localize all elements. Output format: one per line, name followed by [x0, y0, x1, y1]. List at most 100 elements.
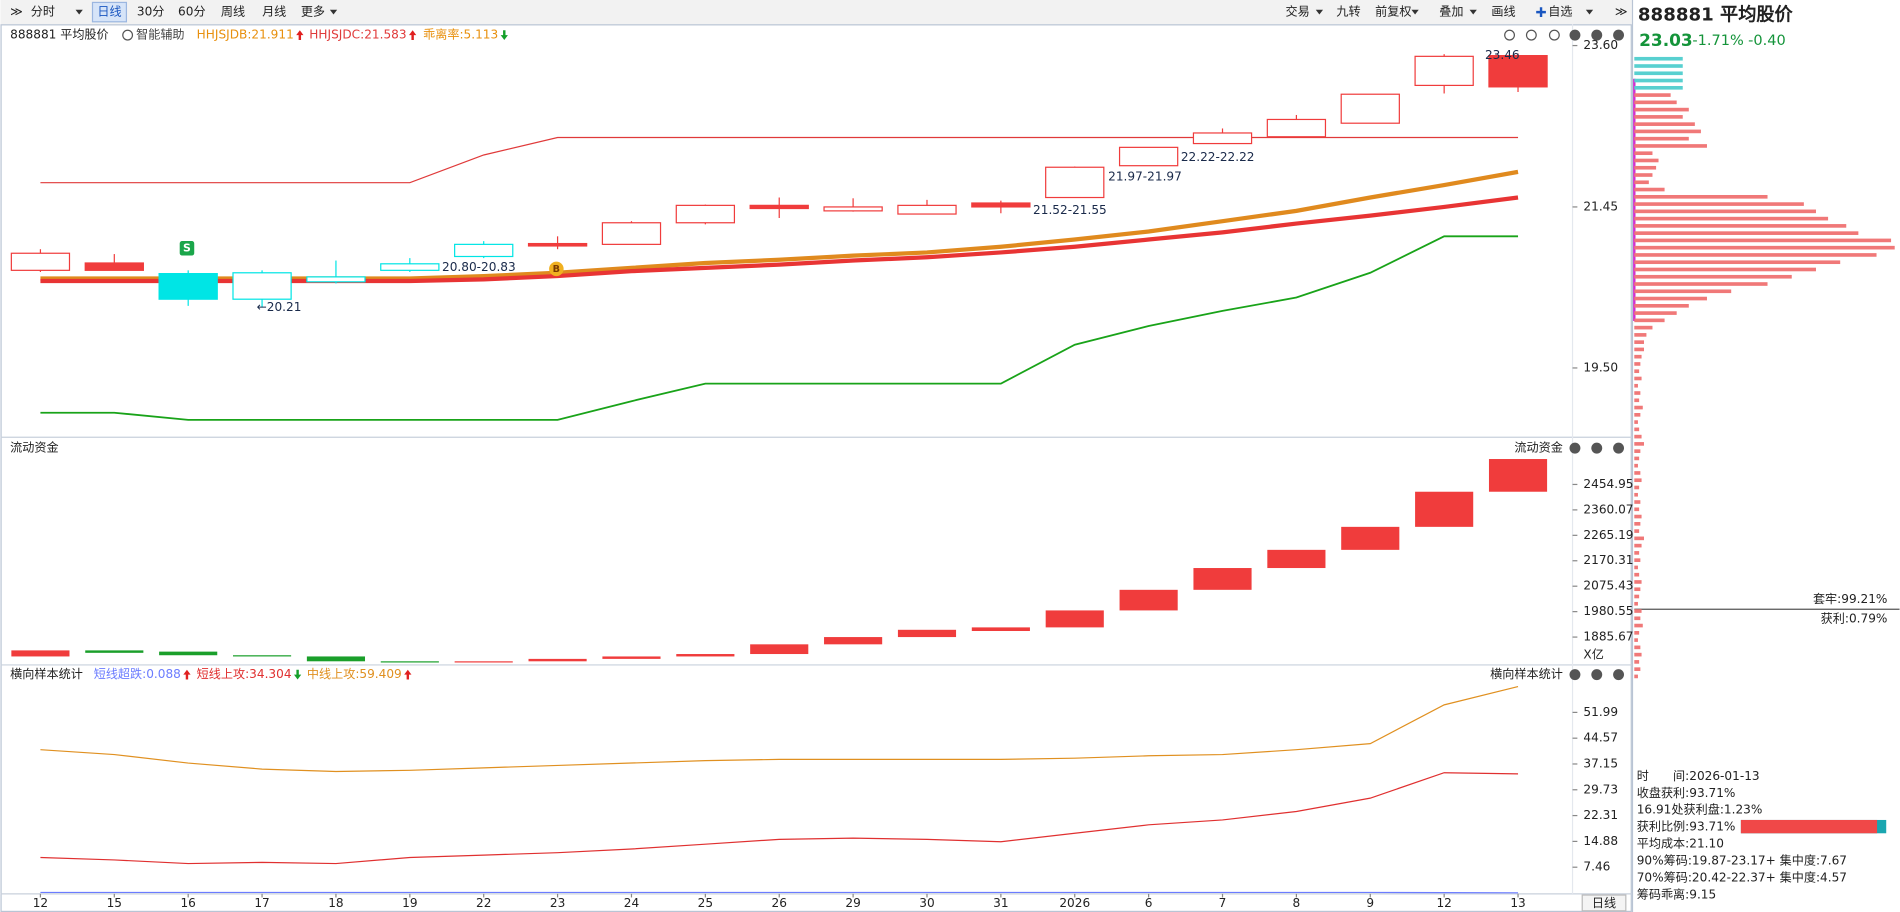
toolbar-button[interactable]: 更多 [301, 5, 325, 19]
toolbar-button[interactable]: 叠加 [1439, 5, 1463, 19]
y-tick-label: 1980.55 [1583, 604, 1633, 618]
legend-item: 短线超跌:0.088 [94, 666, 181, 681]
capital-bar [159, 651, 218, 656]
panel-button[interactable] [1613, 29, 1625, 41]
chip-row [1634, 500, 1641, 504]
dropdown-caret [75, 9, 83, 15]
chip-row [1634, 85, 1683, 90]
chip-row [1634, 136, 1689, 141]
chip-row [1634, 631, 1640, 635]
chip-row [1634, 667, 1641, 671]
chip-row [1634, 485, 1640, 490]
toolbar-button[interactable]: 月线 [262, 5, 286, 19]
chip-row [1634, 449, 1641, 453]
toolbar-button[interactable]: 自选 [1548, 5, 1572, 19]
candle-body [1488, 55, 1548, 88]
panel-button[interactable] [1569, 669, 1581, 681]
toolbar-icon[interactable]: ≫ [1615, 5, 1628, 19]
dropdown-caret [1411, 9, 1419, 15]
capital-bar [971, 627, 1030, 632]
toolbar-button[interactable]: 前复权 [1375, 4, 1411, 19]
y-tick-label: 29.73 [1583, 782, 1618, 796]
change: -0.40 [1748, 33, 1786, 49]
capital-bar [380, 661, 439, 663]
chip-row [1634, 565, 1638, 570]
chip-row [1634, 282, 1768, 286]
toolbar-button[interactable]: 分时 [31, 5, 55, 19]
panel-button[interactable] [1548, 29, 1560, 41]
capital-bar [11, 650, 70, 657]
chip-row [1634, 318, 1665, 323]
chip-row [1634, 187, 1665, 192]
panel-title-right: 横向样本统计 [1490, 666, 1563, 681]
buy-signal [549, 261, 564, 277]
chip-row [1634, 376, 1642, 381]
y-tick-label: 19.50 [1583, 360, 1618, 374]
panel-title: 流动资金 [10, 440, 58, 455]
chip-row [1634, 551, 1640, 555]
profit-ratio-text: 获利:0.79% [1821, 611, 1888, 625]
toolbar-button[interactable]: 九转 [1336, 4, 1360, 19]
x-tick-label: 26 [772, 896, 787, 910]
toolbar-button[interactable]: 交易 [1285, 4, 1309, 19]
panel-button[interactable] [1591, 669, 1603, 681]
y-tick-label: 22.31 [1583, 808, 1618, 822]
indicator-label: 乖离率:5.113 [423, 27, 498, 42]
candle-body [601, 222, 662, 245]
chip-row [1634, 100, 1677, 105]
chip-row [1634, 514, 1642, 519]
panel-button[interactable] [1591, 442, 1603, 454]
capital-bar [1267, 549, 1326, 569]
x-tick-label: 24 [624, 896, 640, 910]
x-tick-label: 25 [698, 896, 713, 910]
period-label: 日线 [1592, 896, 1616, 910]
toolbar-icon[interactable]: ≫ [10, 5, 23, 19]
toolbar [0, 0, 1632, 25]
candle-body [1045, 166, 1105, 199]
info-line: 90%筹码:19.87-23.17+ 集中度:7.67 [1637, 853, 1847, 868]
chip-row [1634, 158, 1659, 163]
y-tick-label: 7.46 [1583, 860, 1610, 874]
sell-signal [179, 241, 195, 256]
toolbar-button[interactable]: 日线 [97, 5, 121, 19]
series-line [40, 772, 1519, 865]
capital-bar [454, 661, 513, 663]
info-line: 16.91处获利盘:1.23% [1637, 802, 1763, 817]
info-line: 时 间:2026-01-13 [1637, 769, 1760, 783]
chip-row [1634, 478, 1642, 483]
candle-body [380, 263, 440, 271]
chip-row [1634, 652, 1642, 657]
panel-button[interactable] [1591, 29, 1603, 41]
toolbar-button[interactable]: 60分 [178, 5, 206, 19]
price-annotation: 21.52-21.55 [1033, 203, 1107, 217]
candle-body [1414, 55, 1474, 87]
panel-button[interactable] [1525, 29, 1537, 41]
chip-row [1634, 616, 1641, 621]
toolbar-button[interactable]: 周线 [221, 5, 245, 19]
x-tick-label: 23 [550, 896, 565, 910]
price-annotation: 22.22-22.22 [1181, 150, 1255, 164]
candle-body [10, 252, 71, 271]
assist-label[interactable]: 智能辅助 [136, 27, 184, 42]
panel-button[interactable] [1613, 442, 1625, 454]
chip-row [1634, 674, 1638, 679]
candle-body [823, 206, 883, 212]
candle-body [306, 276, 366, 283]
capital-bar [1341, 526, 1400, 550]
toolbar-button[interactable]: 画线 [1491, 5, 1515, 19]
panel-button[interactable] [1504, 29, 1516, 41]
y-tick-label: 21.45 [1583, 199, 1618, 213]
chip-row [1634, 107, 1689, 112]
toolbar-button[interactable]: 30分 [137, 5, 165, 19]
capital-bar [750, 644, 809, 655]
panel-button[interactable] [1569, 442, 1581, 454]
panel-button[interactable] [1613, 669, 1625, 681]
panel-button[interactable] [1569, 29, 1581, 41]
chip-row [1634, 56, 1683, 61]
candle-body [749, 204, 809, 210]
x-tick-label: 15 [107, 896, 122, 910]
assist-icon[interactable] [122, 29, 134, 41]
